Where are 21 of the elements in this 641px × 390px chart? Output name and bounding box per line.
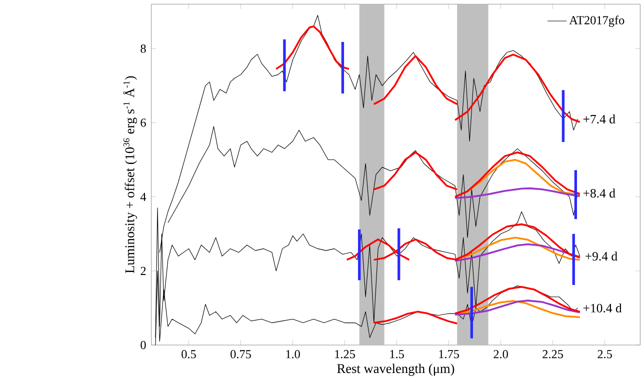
annotation: +9.4 d [586,252,618,261]
y-tick-label: 2 [140,266,146,275]
annotation: +7.4 d [583,114,616,124]
x-axis-title: Rest wavelength (μm) [337,364,454,376]
x-tick-label: 1.75 [439,350,459,358]
y-tick-label: 4 [140,192,146,201]
y-tick-label: 0 [140,340,146,350]
x-tick-label: 0.5 [182,350,196,358]
x-tick-label: 1.0 [286,350,300,358]
x-tick-label: 0.75 [230,350,251,358]
x-tick-label: 1.25 [335,350,355,358]
legend-label: AT2017gfo [569,16,624,27]
y-tick-label: 6 [140,118,146,127]
x-tick-label: 2.25 [542,350,563,358]
x-tick-label: 2.5 [598,350,612,358]
x-tick-label: 1.5 [390,350,404,358]
x-tick-label: 2.0 [494,350,508,358]
y-axis-title: Luminosity + offset (10$^{36}$ erg s$^{-1}$ Å$^{-1}$) [123,76,138,274]
y-tick-label: 8 [140,44,146,53]
annotation: +8.4 d [583,188,616,198]
annotation: +10.4 d [583,303,622,313]
